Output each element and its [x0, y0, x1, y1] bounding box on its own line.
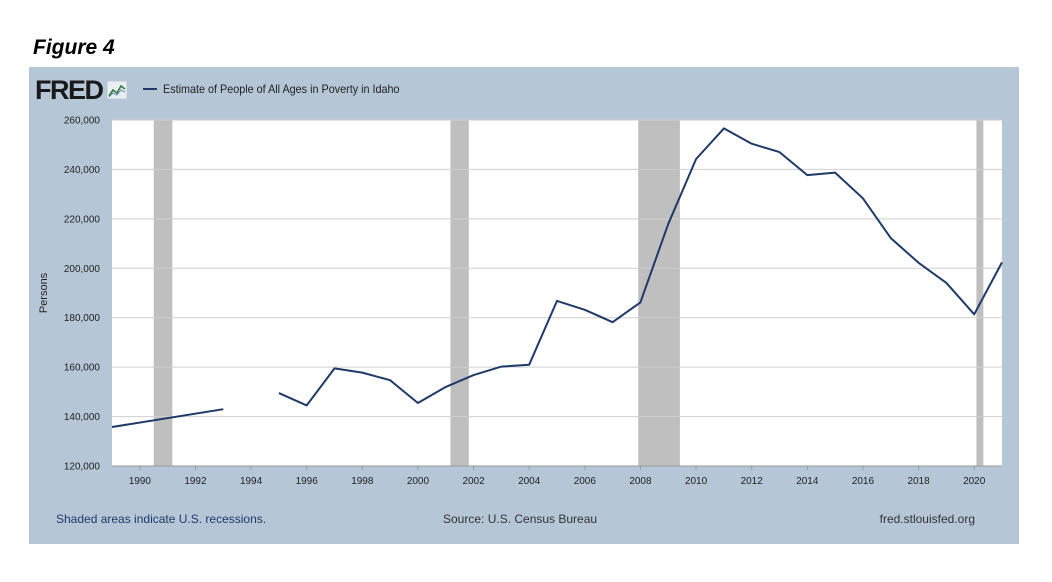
x-tick-label: 1992 — [184, 476, 207, 487]
chart-svg: 120,000 140,000 160,000 180,000 200,000 220,0… — [38, 116, 1003, 487]
x-tick-label: 2018 — [907, 476, 930, 487]
source-note: Source: U.S. Census Bureau — [443, 512, 598, 526]
site-link[interactable]: fred.stlouisfed.org — [879, 512, 975, 526]
y-tick-label: 200,000 — [64, 264, 101, 275]
series-line — [111, 408, 224, 428]
plot-area — [112, 120, 1002, 466]
chart-header: FRED Estimate of People of All Ages in P… — [35, 75, 635, 105]
chart-panel: 120,000 140,000 160,000 180,000 200,000 220,0… — [29, 67, 1019, 544]
y-tick-label: 140,000 — [64, 412, 101, 423]
x-tick-label: 2002 — [462, 476, 485, 487]
x-tick-label: 2004 — [518, 476, 541, 487]
y-tick-label: 120,000 — [64, 462, 101, 473]
x-tick-label: 1994 — [240, 476, 263, 487]
x-tick-label: 2006 — [574, 476, 597, 487]
recession-note: Shaded areas indicate U.S. recessions. — [56, 512, 267, 526]
x-tick-label: 1996 — [296, 476, 319, 487]
y-axis-label: Persons — [38, 272, 50, 313]
x-tick-label: 2016 — [852, 476, 875, 487]
figure-label: Figure 4 — [33, 36, 115, 59]
x-tick-label: 2020 — [963, 476, 986, 487]
fred-logo[interactable]: FRED — [35, 75, 104, 105]
x-tick-label: 2010 — [685, 476, 708, 487]
y-tick-label: 180,000 — [64, 313, 101, 324]
x-tick-label: 2000 — [407, 476, 430, 487]
y-tick-label: 260,000 — [64, 116, 101, 127]
recession-band — [638, 120, 680, 466]
x-tick-label: 1998 — [351, 476, 374, 487]
recession-band — [976, 120, 984, 466]
x-tick-label: 2014 — [796, 476, 819, 487]
recession-band — [153, 120, 173, 466]
y-tick-label: 220,000 — [64, 214, 101, 225]
y-tick-label: 240,000 — [64, 165, 101, 176]
x-tick-label: 1990 — [129, 476, 152, 487]
recession-band — [450, 120, 469, 466]
legend-swatch — [143, 88, 157, 90]
legend-series-label: Estimate of People of All Ages in Povert… — [163, 82, 400, 96]
y-tick-label: 160,000 — [64, 363, 101, 374]
x-tick-label: 2012 — [741, 476, 764, 487]
series-line — [278, 127, 1003, 407]
x-tick-label: 2008 — [629, 476, 652, 487]
fred-graph-icon — [107, 81, 127, 99]
